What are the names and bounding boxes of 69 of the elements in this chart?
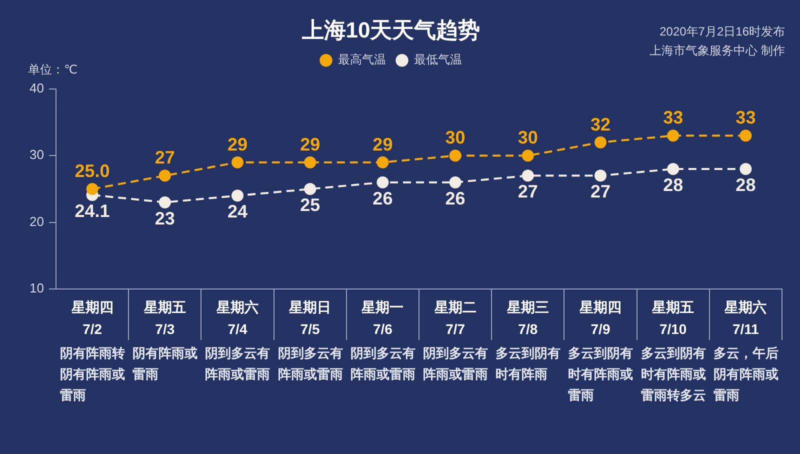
data-label: 28 [663, 174, 684, 195]
text: 阴有阵雨转阴有阵雨或雷雨 [60, 346, 125, 403]
data-label: 26 [372, 188, 393, 208]
y-axis-title: 单位：℃ [28, 62, 78, 76]
y-tick-label: 10 [30, 280, 44, 296]
data-label: 29 [227, 134, 248, 154]
data-label: 33 [736, 108, 756, 128]
legend-label: 最低气温 [414, 52, 462, 67]
point [522, 170, 534, 182]
data-label: 27 [154, 148, 175, 168]
data-label: 25.0 [74, 160, 110, 181]
text: 多云到阴有时有阵雨 [496, 346, 561, 382]
data-label: 30 [518, 128, 538, 148]
data-label: 29 [372, 134, 393, 154]
text: 多云，午后阴有阵雨或雷雨 [713, 346, 778, 403]
text: 多云到阴有时有阵雨或雷雨 [568, 346, 634, 403]
data-label: 33 [663, 108, 684, 128]
text: 上海市气象服务中心 制作 [650, 43, 785, 58]
data-label: 29 [300, 134, 320, 154]
data-label: 27 [518, 182, 538, 202]
text: 多云到阴有时有阵雨或雷雨转多云 [640, 346, 706, 403]
data-label: 26 [445, 188, 466, 208]
x-tick-label: 星期六 7/11 [724, 298, 767, 337]
point [449, 176, 462, 188]
point [376, 156, 389, 168]
data-label: 28 [736, 174, 756, 195]
x-tick-label: 星期五 7/10 [651, 298, 694, 337]
x-tick-label: 星期日 7/5 [288, 298, 332, 337]
point [522, 150, 534, 162]
data-label: 24.1 [74, 200, 110, 221]
legend-label: 最高气温 [338, 52, 386, 67]
data-label: 32 [590, 114, 611, 134]
data-label: 24 [227, 202, 248, 222]
text: 2020年7月2日16时发布 [660, 24, 785, 38]
data-label: 27 [590, 182, 611, 202]
point [86, 183, 98, 195]
point [376, 176, 389, 188]
text: 阴到多云有阵雨或雷雨 [205, 346, 270, 382]
chart-title: 上海10天天气趋势 [300, 17, 480, 42]
y-tick-label: 40 [30, 80, 44, 96]
point [667, 130, 680, 142]
x-tick-label: 星期三 7/8 [506, 298, 549, 337]
point [594, 170, 606, 182]
text: 阴到多云有阵雨或雷雨 [350, 346, 416, 382]
point [740, 163, 752, 175]
point [304, 183, 316, 195]
data-label: 30 [445, 128, 466, 148]
point [667, 163, 680, 175]
y-tick-label: 20 [30, 214, 44, 229]
text: 阴到多云有阵雨或雷雨 [278, 346, 343, 382]
point [158, 196, 171, 208]
point [449, 150, 462, 162]
y-tick-label: 30 [30, 147, 44, 162]
x-tick-label: 星期二 7/7 [433, 298, 476, 337]
point [158, 170, 171, 182]
point [232, 156, 244, 168]
x-tick-label: 星期五 7/3 [142, 298, 186, 337]
text: 阴有阵雨或雷雨 [132, 346, 198, 382]
point [232, 190, 244, 202]
x-tick-label: 星期四 7/9 [578, 298, 622, 337]
x-tick-label: 星期一 7/6 [360, 298, 404, 337]
x-tick-label: 星期六 7/4 [216, 298, 258, 337]
data-label: 25 [300, 194, 320, 215]
x-tick-label: 星期四 7/2 [70, 298, 114, 337]
point [304, 156, 316, 168]
data-label: 23 [154, 208, 175, 228]
point [594, 136, 606, 148]
text: 阴到多云有阵雨或雷雨 [423, 346, 488, 382]
point [740, 130, 752, 142]
